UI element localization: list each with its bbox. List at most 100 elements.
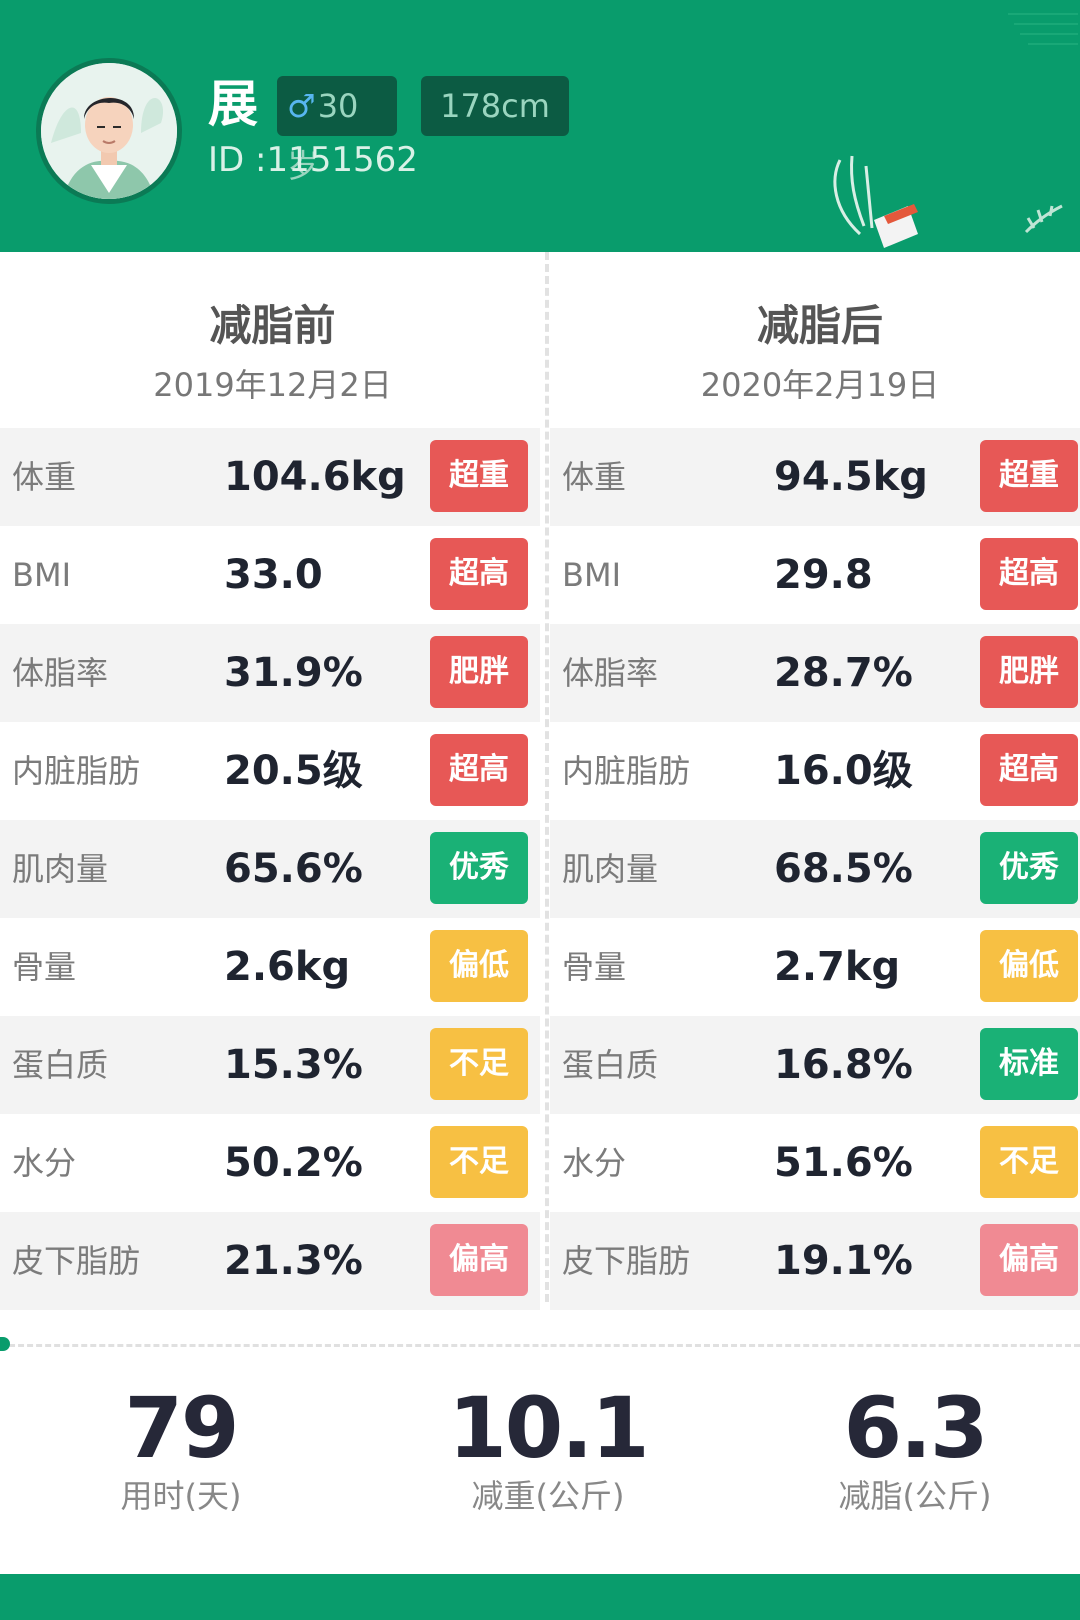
status-badge: 肥胖 [430,636,528,708]
metric-label: 皮下脂肪 [562,1242,691,1280]
metric-label: 蛋白质 [12,1046,109,1084]
status-badge: 优秀 [430,832,528,904]
status-badge: 偏高 [430,1224,528,1296]
age-value: 30岁 [287,87,359,185]
summary-days: 79 用时(天) [31,1378,331,1518]
metric-value: 15.3% [224,1042,363,1088]
metric-row[interactable]: 体脂率 31.9% 肥胖 [0,624,540,722]
metric-row[interactable]: 内脏脂肪 16.0级 超高 [550,722,1080,820]
metric-value: 2.7kg [774,944,901,990]
before-date: 2019年12月2日 [153,366,392,404]
status-badge: 超高 [430,538,528,610]
metric-row[interactable]: 蛋白质 16.8% 标准 [550,1016,1080,1114]
status-badge: 不足 [430,1126,528,1198]
metric-label: BMI [562,556,621,594]
status-badge: 超重 [980,440,1078,512]
metric-row[interactable]: 体脂率 28.7% 肥胖 [550,624,1080,722]
before-metrics: 体重 104.6kg 超重 BMI 33.0 超高 体脂率 31.9% 肥胖 内… [0,428,540,1310]
status-badge: 优秀 [980,832,1078,904]
separator-dot [0,1337,10,1351]
metric-value: 65.6% [224,846,363,892]
metric-value: 28.7% [774,650,913,696]
status-badge: 偏高 [980,1224,1078,1296]
status-badge: 超重 [430,440,528,512]
summary-days-value: 79 [124,1379,240,1477]
metric-row[interactable]: 水分 51.6% 不足 [550,1114,1080,1212]
summary-weight-loss-value: 10.1 [448,1379,649,1477]
metric-value: 16.8% [774,1042,913,1088]
metric-row[interactable]: 皮下脂肪 21.3% 偏高 [0,1212,540,1310]
metric-value: 51.6% [774,1140,913,1186]
metric-value: 19.1% [774,1238,913,1284]
user-avatar[interactable] [36,58,182,204]
avatar-illustration-icon [41,63,177,199]
metric-label: 体脂率 [12,654,109,692]
metric-row[interactable]: 体重 104.6kg 超重 [0,428,540,526]
hand-book-decoration-icon [820,150,940,252]
metric-row[interactable]: 肌肉量 65.6% 优秀 [0,820,540,918]
metric-row[interactable]: 肌肉量 68.5% 优秀 [550,820,1080,918]
status-badge: 超高 [980,734,1078,806]
status-badge: 不足 [430,1028,528,1100]
status-badge: 标准 [980,1028,1078,1100]
metric-value: 104.6kg [224,454,406,500]
dashed-separator [0,1344,1080,1347]
metric-row[interactable]: 水分 50.2% 不足 [0,1114,540,1212]
metric-row[interactable]: BMI 29.8 超高 [550,526,1080,624]
age-chip: ♂30岁 [277,76,397,185]
metric-label: 内脏脂肪 [562,752,691,790]
metric-value: 21.3% [224,1238,363,1284]
pattern-decoration-icon [1008,8,1080,52]
metric-label: 骨量 [562,948,627,986]
metric-label: 肌肉量 [562,850,659,888]
profile-header: 展 ♂30岁 178cm ID :1151562 [0,0,1080,252]
metric-row[interactable]: 蛋白质 15.3% 不足 [0,1016,540,1114]
metric-value: 94.5kg [774,454,928,500]
status-badge: 偏低 [980,930,1078,1002]
metric-row[interactable]: 皮下脂肪 19.1% 偏高 [550,1212,1080,1310]
metric-label: 骨量 [12,948,77,986]
metric-value: 31.9% [224,650,363,696]
male-icon: ♂ [287,87,316,125]
after-date: 2020年2月19日 [700,366,940,404]
metric-label: 皮下脂肪 [12,1242,141,1280]
metric-row[interactable]: 骨量 2.7kg 偏低 [550,918,1080,1016]
status-badge: 超高 [980,538,1078,610]
metric-value: 20.5级 [224,748,363,794]
metric-label: 体重 [12,458,77,496]
summary-fat-loss: 6.3 减脂(公斤) [765,1378,1065,1518]
metric-label: BMI [12,556,71,594]
metric-value: 16.0级 [774,748,913,794]
metric-row[interactable]: BMI 33.0 超高 [0,526,540,624]
metric-row[interactable]: 内脏脂肪 20.5级 超高 [0,722,540,820]
metric-value: 33.0 [224,552,323,598]
after-title: 减脂后 [756,301,883,350]
metric-label: 体脂率 [562,654,659,692]
status-badge: 偏低 [430,930,528,1002]
footer-bar [0,1574,1080,1620]
metric-value: 29.8 [774,552,873,598]
user-id: ID :1151562 [208,140,418,180]
metric-label: 水分 [562,1144,627,1182]
summary-weight-loss-label: 减重(公斤) [471,1477,625,1515]
metric-row[interactable]: 骨量 2.6kg 偏低 [0,918,540,1016]
metric-label: 体重 [562,458,627,496]
summary-weight-loss: 10.1 减重(公斤) [398,1378,698,1518]
metric-row[interactable]: 体重 94.5kg 超重 [550,428,1080,526]
metric-label: 蛋白质 [562,1046,659,1084]
status-badge: 超高 [430,734,528,806]
metric-value: 68.5% [774,846,913,892]
metric-value: 50.2% [224,1140,363,1186]
leaf-decoration-icon [1022,198,1066,242]
column-divider [545,252,549,1302]
metric-label: 内脏脂肪 [12,752,141,790]
metric-label: 肌肉量 [12,850,109,888]
after-metrics: 体重 94.5kg 超重 BMI 29.8 超高 体脂率 28.7% 肥胖 内脏… [550,428,1080,1310]
metric-value: 2.6kg [224,944,351,990]
summary-days-label: 用时(天) [120,1477,242,1515]
user-name: 展 [208,75,258,133]
summary-fat-loss-label: 减脂(公斤) [838,1477,992,1515]
status-badge: 不足 [980,1126,1078,1198]
metric-label: 水分 [12,1144,77,1182]
summary-fat-loss-value: 6.3 [843,1379,989,1477]
